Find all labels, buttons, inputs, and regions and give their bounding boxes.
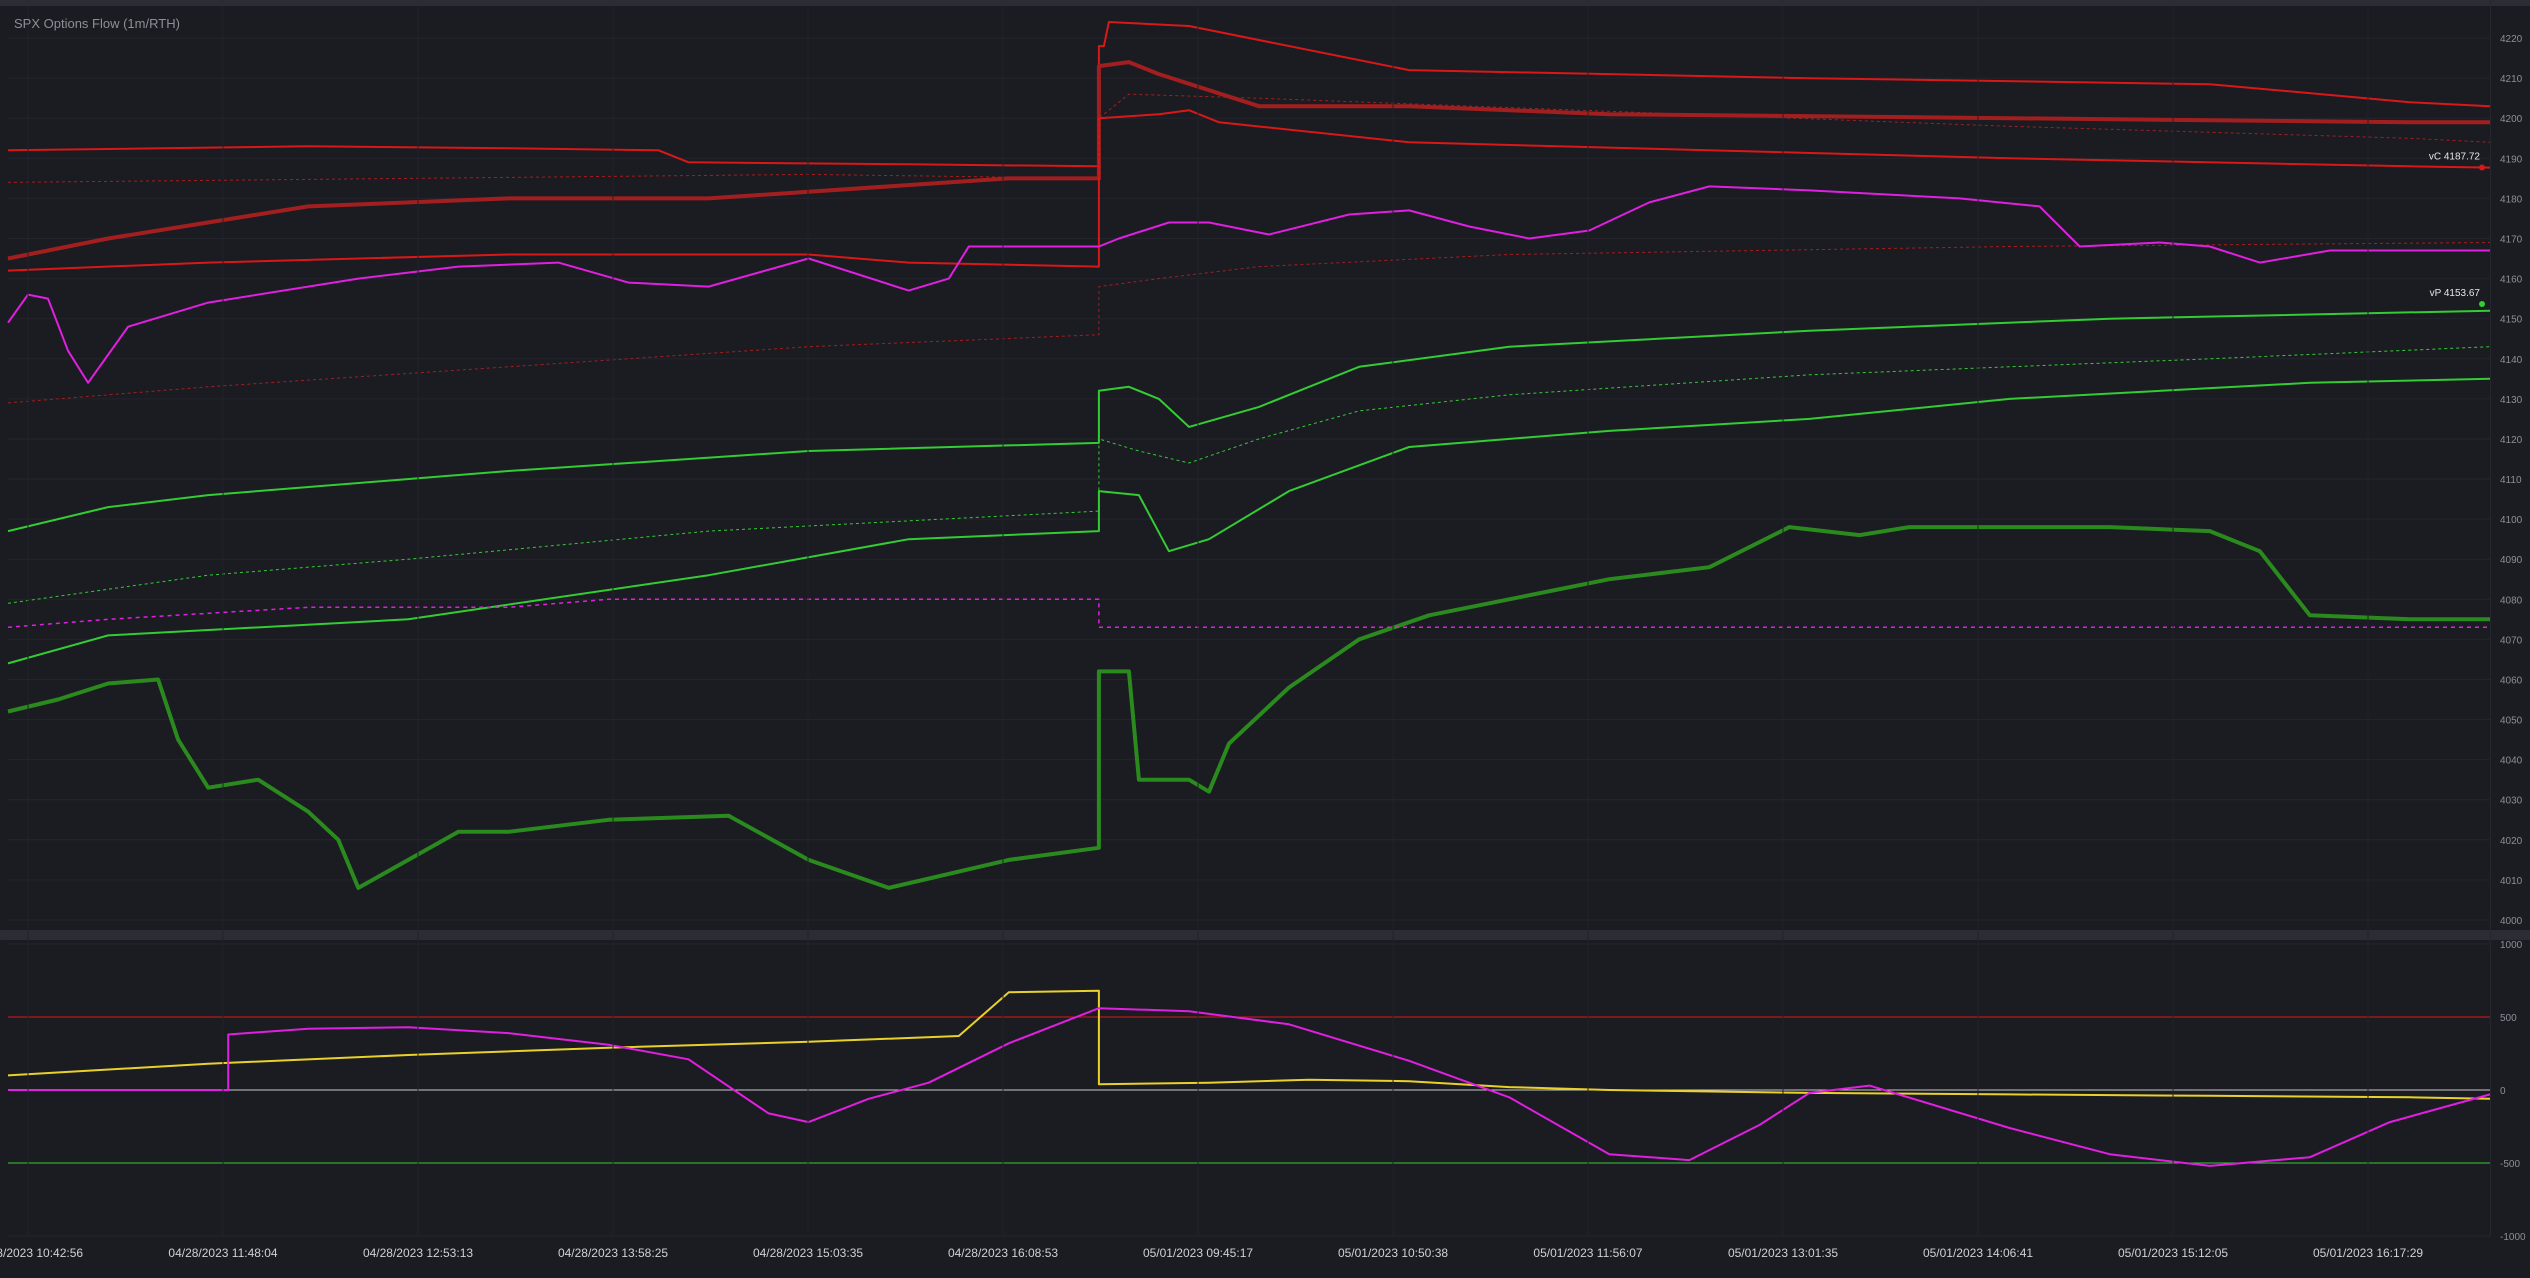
price-series-line-4	[7, 242, 2491, 404]
price-y-tick-label: 4140	[2500, 355, 2523, 366]
x-tick-label: 05/01/2023 10:50:38	[1338, 1246, 1448, 1260]
x-tick-label: 04/28/2023 16:08:53	[948, 1246, 1058, 1260]
price-series-line-7	[7, 346, 2491, 604]
x-tick-label: 04/28/2023 15:03:35	[753, 1246, 863, 1260]
price-y-tick-label: 4100	[2500, 515, 2523, 526]
top-border	[0, 0, 2530, 6]
x-tick-label: 05/01/2023 11:56:07	[1533, 1246, 1643, 1260]
price-end-marker	[2479, 300, 2485, 307]
oscillator-y-tick-label: 0	[2500, 1086, 2506, 1097]
x-tick-label: 05/01/2023 14:06:41	[1923, 1246, 2033, 1260]
price-y-tick-label: 4150	[2500, 315, 2523, 326]
price-series-line-6	[7, 309, 2491, 533]
price-y-tick-label: 4080	[2500, 595, 2523, 606]
price-series-line-9	[7, 525, 2490, 890]
oscillator-series-line-0	[7, 989, 2491, 1100]
chart-title: SPX Options Flow (1m/RTH)	[14, 16, 180, 31]
oscillator-y-tick-label: -1000	[2500, 1232, 2526, 1243]
x-tick-label: 05/01/2023 16:17:29	[2313, 1246, 2423, 1260]
x-tick-label: 05/01/2023 15:12:05	[2118, 1246, 2228, 1260]
price-y-tick-label: 4200	[2500, 114, 2523, 125]
panel-separator	[0, 930, 2530, 940]
price-y-tick-label: 4070	[2500, 635, 2523, 646]
price-end-marker	[2479, 164, 2485, 171]
price-series-line-5	[7, 185, 2490, 384]
price-value-label: vC 4187.72	[2429, 151, 2481, 162]
price-series-line-10	[7, 598, 2490, 629]
oscillator-series-line-1	[8, 1007, 2491, 1167]
x-tick-label: 04/28/2023 10:42:56	[0, 1246, 83, 1260]
price-y-tick-label: 4130	[2500, 395, 2523, 406]
price-y-tick-label: 4190	[2500, 154, 2523, 165]
price-y-tick-label: 4120	[2500, 435, 2523, 446]
oscillator-y-tick-label: 500	[2500, 1013, 2517, 1024]
price-y-tick-label: 4160	[2500, 275, 2523, 286]
price-y-tick-label: 4210	[2500, 74, 2523, 85]
x-tick-label: 04/28/2023 13:58:25	[558, 1246, 668, 1260]
price-y-tick-label: 4180	[2500, 194, 2523, 205]
price-value-label: vP 4153.67	[2430, 288, 2481, 299]
oscillator-y-tick-label: 1000	[2500, 940, 2523, 951]
x-tick-label: 04/28/2023 12:53:13	[363, 1246, 473, 1260]
x-tick-label: 04/28/2023 11:48:04	[168, 1246, 278, 1260]
price-y-tick-label: 4010	[2500, 876, 2523, 887]
price-series-line-8	[7, 377, 2491, 665]
price-series-line-3	[7, 93, 2491, 183]
price-series-line-2	[7, 109, 2491, 272]
price-y-tick-label: 4090	[2500, 555, 2523, 566]
oscillator-y-tick-label: -500	[2500, 1159, 2520, 1170]
price-y-tick-label: 4060	[2500, 675, 2523, 686]
price-y-tick-label: 4000	[2500, 916, 2523, 927]
x-tick-label: 05/01/2023 09:45:17	[1143, 1246, 1253, 1260]
price-series-line-0	[7, 21, 2491, 168]
price-y-tick-label: 4050	[2500, 716, 2523, 727]
x-tick-label: 05/01/2023 13:01:35	[1728, 1246, 1838, 1260]
right-axis-border	[2490, 0, 2491, 1236]
price-y-tick-label: 4020	[2500, 836, 2523, 847]
price-y-tick-label: 4040	[2500, 756, 2523, 767]
price-y-tick-label: 4170	[2500, 235, 2523, 246]
price-y-tick-label: 4030	[2500, 796, 2523, 807]
price-y-tick-label: 4220	[2500, 34, 2523, 45]
price-series-line-1	[7, 60, 2490, 261]
price-y-tick-label: 4110	[2500, 475, 2522, 486]
